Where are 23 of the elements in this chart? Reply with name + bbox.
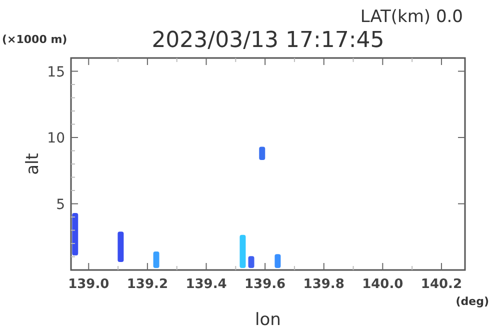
chart-title: 2023/03/13 17:17:45 (152, 28, 384, 53)
y-tick-label: 5 (56, 196, 65, 213)
x-tick-label: 139.2 (126, 277, 168, 292)
bar (274, 254, 281, 268)
text: (×1000 m) (2, 33, 68, 46)
x-tick-label: 139.6 (244, 277, 286, 292)
y-tick-label: 10 (47, 130, 65, 146)
chart-subtitle: LAT(km) 0.0 (360, 7, 463, 27)
text: (deg) (456, 295, 489, 308)
bar (153, 251, 160, 268)
bar (248, 256, 254, 268)
x-tick-label: 140.2 (420, 277, 462, 292)
x-tick-label: 140.0 (362, 277, 404, 292)
bar (118, 232, 124, 262)
bar (259, 146, 266, 160)
x-axis-title: lon (255, 310, 281, 330)
bar (240, 234, 246, 268)
y-axis-title: alt (23, 152, 43, 175)
bar (72, 213, 78, 256)
x-tick-label: 139.8 (303, 277, 344, 292)
x-tick-label: 139.4 (186, 277, 227, 292)
y-tick-label: 15 (47, 64, 65, 80)
x-tick-label: 139.0 (68, 277, 110, 292)
